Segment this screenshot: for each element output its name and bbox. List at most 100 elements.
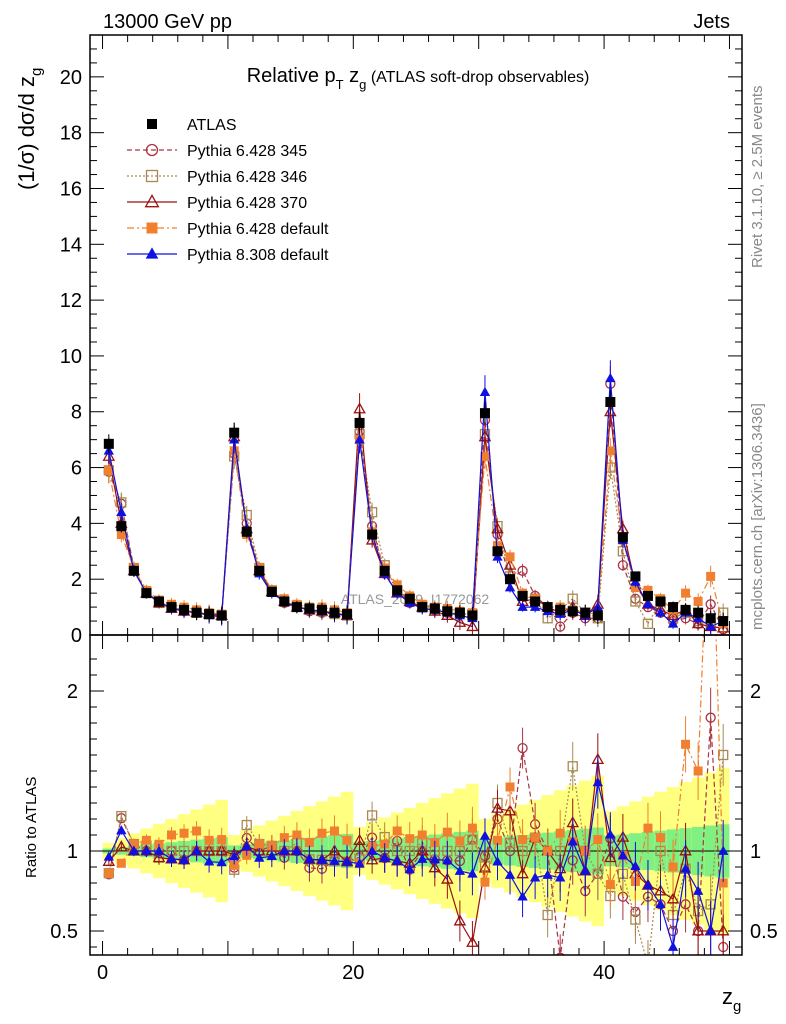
data-point-ATLAS — [630, 571, 641, 582]
data-point-p346 — [241, 509, 252, 521]
ratio-point-p345 — [705, 712, 716, 723]
legend-marker-p346 — [145, 169, 159, 183]
ratio-point-p370 — [102, 854, 116, 866]
ratio-point-p346 — [116, 810, 127, 822]
header-left: 13000 GeV pp — [103, 11, 232, 33]
ratio-point-p370 — [604, 850, 617, 863]
data-point-p8def — [655, 607, 666, 617]
ratio-point-p8def — [718, 845, 729, 855]
data-point-ATLAS — [128, 565, 139, 576]
ratio-point-p6def — [706, 447, 715, 456]
legend-label-p345: Pythia 6.428 345 — [187, 143, 307, 160]
ratio-point-p8def — [366, 845, 378, 855]
ratio-point-p8def — [128, 845, 140, 855]
plot-title-sub-t: T — [336, 77, 344, 92]
data-point-ATLAS — [153, 596, 164, 607]
data-point-p6def — [643, 585, 653, 595]
ratio-point-p6def — [543, 846, 553, 856]
data-point-ATLAS — [668, 602, 679, 613]
ratio-point-p6def — [254, 839, 264, 849]
ratio-point-p8def — [517, 891, 528, 901]
ratio-point-p8def — [667, 941, 679, 951]
data-point-ATLAS — [555, 604, 566, 615]
data-point-p8def — [354, 434, 365, 444]
ratio-point-p6def — [681, 739, 691, 749]
ratio-point-p346 — [592, 868, 603, 880]
data-point-ATLAS — [718, 616, 729, 627]
data-point-ATLAS — [204, 609, 215, 620]
y-tick-label: 6 — [71, 458, 82, 480]
ratio-point-p8def — [429, 854, 440, 864]
ratio-point-p6def — [304, 838, 314, 848]
data-point-p370 — [453, 615, 467, 627]
legend-entry-p6def: Pythia 6.428 default — [127, 221, 329, 238]
data-point-p6def — [605, 446, 615, 456]
main-plot-area — [102, 360, 730, 635]
ratio-point-p6def — [455, 836, 465, 846]
ratio-point-p8def — [316, 854, 328, 864]
data-point-ATLAS — [705, 613, 716, 624]
plot-title-main: Relative p — [247, 65, 336, 87]
ratio-point-p8def — [454, 865, 466, 875]
ratio-point-p8def — [191, 845, 202, 855]
data-point-ATLAS — [429, 603, 440, 614]
y-axis-label: (1/σ) dσ/d zg — [14, 68, 45, 190]
ratio-point-p8def — [178, 854, 190, 864]
ratio-tick-label-right: 0.5 — [750, 921, 778, 943]
data-point-p370 — [691, 617, 705, 629]
legend-entry-p345: Pythia 6.428 345 — [127, 143, 307, 160]
ratio-point-p346 — [504, 837, 516, 849]
ratio-point-p8def — [203, 856, 215, 866]
x-axis-label-sub: g — [733, 998, 741, 1015]
data-point-ATLAS — [229, 427, 240, 438]
ratio-point-p8def — [492, 856, 503, 866]
data-point-ATLAS — [216, 610, 227, 621]
ratio-point-p6def — [480, 877, 490, 887]
ratio-point-p6def — [442, 827, 452, 837]
y-tick-label: 8 — [71, 402, 82, 424]
x-tick-label: 20 — [342, 962, 364, 984]
ratio-point-p6def — [167, 830, 176, 840]
ratio-point-p8def — [592, 777, 603, 787]
legend: ATLAS Pythia 6.428 345 Pythia 6.428 346 Pyt… — [127, 117, 329, 264]
data-point-ATLAS — [279, 596, 290, 607]
ratio-point-p6def — [342, 835, 352, 845]
data-point-p345 — [705, 599, 716, 610]
x-tick-label: 40 — [593, 962, 615, 984]
data-point-p6def — [480, 451, 490, 461]
data-point-p6def — [116, 530, 126, 540]
legend-label-ATLAS: ATLAS — [187, 117, 237, 134]
ratio-point-p6def — [279, 833, 289, 843]
legend-marker-p370 — [144, 194, 160, 208]
data-point-ATLAS — [592, 610, 603, 621]
ratio-point-p6def — [693, 766, 703, 776]
ratio-point-p370 — [152, 850, 166, 863]
data-point-ATLAS — [517, 590, 528, 601]
y-tick-label: 16 — [60, 178, 82, 200]
ratio-axis-label: Ratio to ATLAS — [23, 777, 40, 878]
ratio-point-p345 — [555, 952, 565, 955]
ratio-point-p6def — [593, 835, 603, 845]
data-point-ATLAS — [329, 607, 340, 618]
ratio-plot-area — [90, 447, 742, 955]
y-axis-label-sub: g — [28, 68, 45, 76]
ratio-point-p6def — [129, 839, 139, 849]
rivet-label: Rivet 3.1.10, ≥ 2.5M events — [749, 86, 766, 269]
data-point-p6def — [104, 465, 114, 475]
legend-marker-p345 — [145, 143, 159, 157]
data-point-p8def — [116, 506, 127, 517]
x-tick-label: 0 — [97, 962, 108, 984]
ratio-point-p8def — [630, 860, 641, 871]
ratio-point-p8def — [153, 845, 165, 855]
data-point-p6def — [505, 552, 515, 562]
ratio-point-p8def — [692, 885, 704, 895]
ratio-point-p345 — [517, 742, 528, 754]
data-point-p346 — [642, 618, 654, 629]
ratio-point-p6def — [493, 835, 502, 845]
data-point-ATLAS — [191, 607, 202, 618]
ratio-point-p370 — [691, 924, 705, 936]
data-point-p6def — [630, 583, 640, 593]
ratio-point-p8def — [705, 925, 716, 935]
ratio-point-p6def — [656, 833, 665, 843]
